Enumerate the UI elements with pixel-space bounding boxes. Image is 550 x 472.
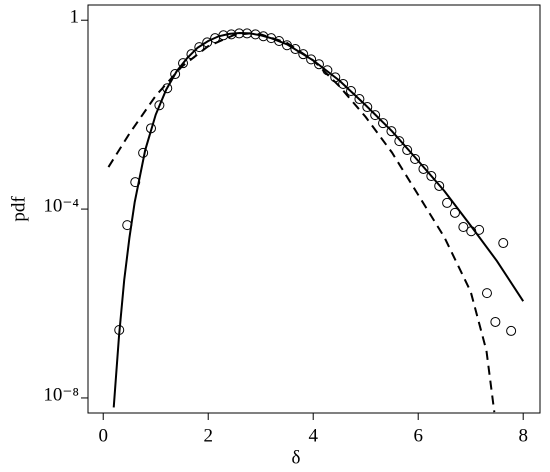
data-point [490, 316, 501, 327]
data-point [170, 69, 181, 80]
solid-curve [112, 31, 525, 408]
data-point [410, 153, 421, 164]
data-point [194, 42, 205, 53]
data-point [306, 54, 317, 65]
data-point [458, 222, 469, 233]
dashed-curve [107, 32, 496, 413]
data-point [378, 118, 389, 129]
data-point [402, 145, 413, 156]
data-point [426, 171, 437, 182]
data-point [178, 58, 189, 69]
x-tick-label: 4 [308, 425, 318, 446]
data-point [290, 44, 301, 55]
data-point [449, 207, 460, 218]
data-point [362, 102, 373, 113]
data-point [442, 197, 453, 208]
data-point [434, 180, 445, 191]
y-tick-label: 10⁻⁸ [43, 384, 79, 405]
data-point [354, 94, 365, 105]
y-axis-label: pdf [8, 196, 29, 222]
data-point [498, 238, 509, 249]
data-point [274, 35, 285, 46]
x-tick-label: 0 [98, 425, 108, 446]
x-tick-label: 8 [518, 425, 528, 446]
data-point [481, 288, 492, 299]
plot-frame [87, 4, 541, 414]
data-point [506, 325, 517, 336]
data-point [370, 110, 381, 121]
data-point [313, 59, 324, 70]
data-point [338, 78, 349, 89]
x-tick-label: 2 [203, 425, 213, 446]
data-point [394, 136, 405, 147]
y-tick-label: 1 [70, 7, 80, 28]
x-tick-label: 6 [413, 425, 423, 446]
data-point [298, 49, 309, 60]
x-axis-label: δ [292, 447, 301, 468]
data-point [386, 126, 397, 137]
data-point [154, 100, 165, 111]
data-point [346, 86, 357, 97]
y-tick-label: 10⁻⁴ [43, 195, 79, 216]
data-point [418, 163, 429, 174]
